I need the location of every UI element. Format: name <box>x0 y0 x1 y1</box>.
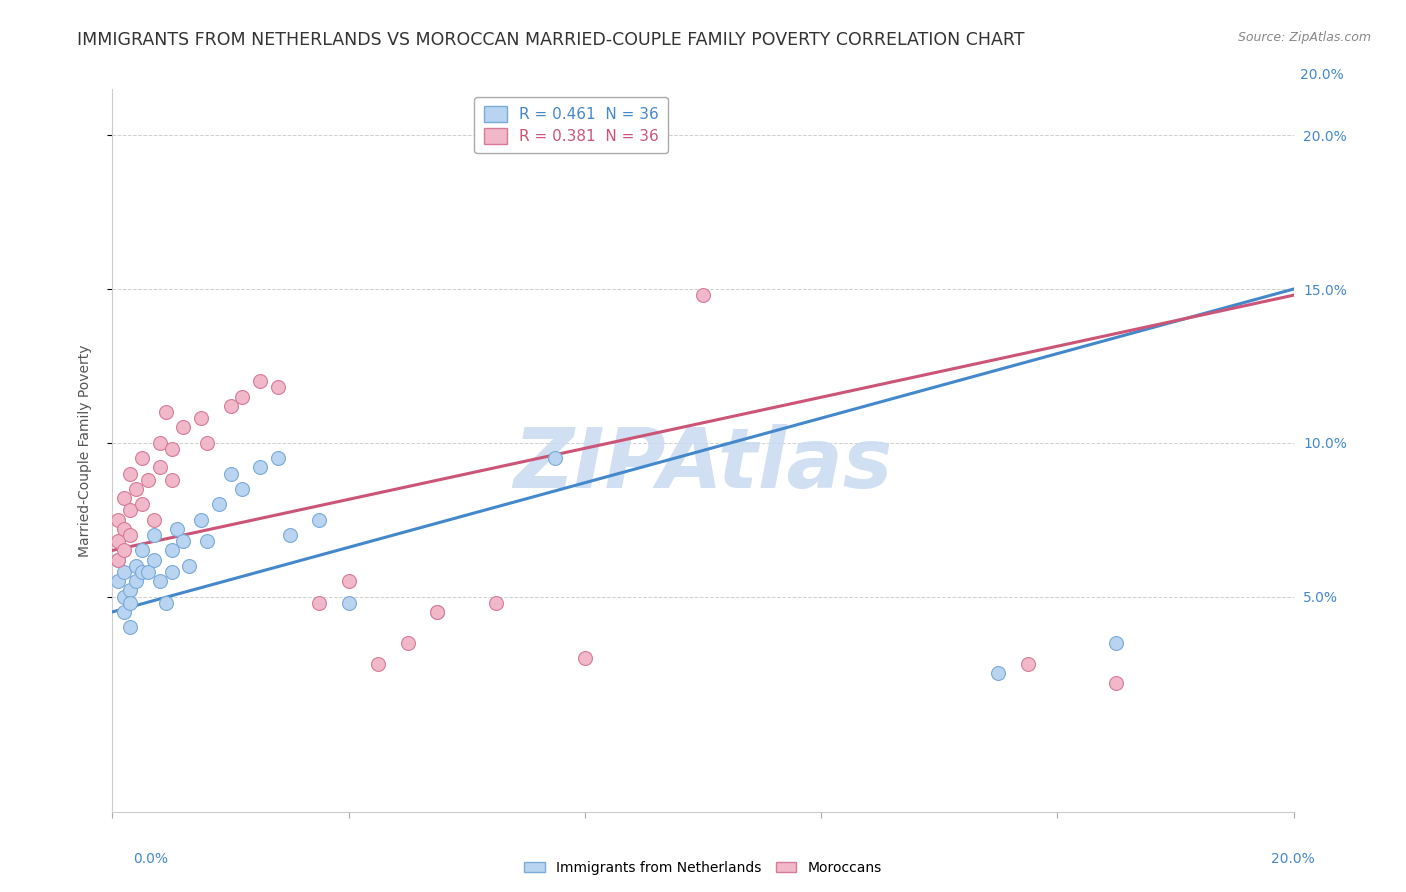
Point <box>544 451 567 466</box>
Point <box>219 467 242 481</box>
Point <box>231 390 253 404</box>
Point <box>267 380 290 394</box>
Point <box>160 543 183 558</box>
Point <box>155 405 177 419</box>
Point <box>267 451 290 466</box>
Point <box>195 435 218 450</box>
Point <box>179 558 201 573</box>
Point <box>231 482 253 496</box>
Point <box>149 460 172 475</box>
Point <box>120 528 142 542</box>
Point <box>190 411 212 425</box>
Point <box>160 565 183 579</box>
Point <box>160 442 183 456</box>
Point <box>987 666 1010 681</box>
Point <box>112 590 135 604</box>
Point <box>190 513 212 527</box>
Point <box>208 497 231 511</box>
Text: Source: ZipAtlas.com: Source: ZipAtlas.com <box>1237 31 1371 45</box>
Point <box>112 605 135 619</box>
Point <box>131 543 153 558</box>
Point <box>142 528 165 542</box>
Point <box>249 374 271 388</box>
Point <box>120 596 142 610</box>
Point <box>367 657 389 672</box>
Point <box>155 596 177 610</box>
Point <box>149 435 172 450</box>
Text: 20.0%: 20.0% <box>1271 852 1315 866</box>
Legend: R = 0.461  N = 36, R = 0.381  N = 36: R = 0.461 N = 36, R = 0.381 N = 36 <box>474 97 668 153</box>
Point <box>107 574 129 588</box>
Point <box>142 552 165 566</box>
Point <box>337 574 360 588</box>
Y-axis label: Married-Couple Family Poverty: Married-Couple Family Poverty <box>77 344 91 557</box>
Point <box>120 503 142 517</box>
Point <box>136 565 159 579</box>
Text: 20.0%: 20.0% <box>1301 69 1344 82</box>
Legend: Immigrants from Netherlands, Moroccans: Immigrants from Netherlands, Moroccans <box>519 855 887 880</box>
Point <box>426 605 449 619</box>
Point <box>107 552 129 566</box>
Point <box>396 635 419 649</box>
Point <box>125 482 148 496</box>
Point <box>426 605 449 619</box>
Point <box>131 565 153 579</box>
Point <box>337 596 360 610</box>
Point <box>692 288 714 302</box>
Point <box>136 473 159 487</box>
Point <box>172 420 194 434</box>
Point <box>120 583 142 598</box>
Point <box>249 460 271 475</box>
Point <box>125 574 148 588</box>
Text: 0.0%: 0.0% <box>134 852 169 866</box>
Point <box>1105 635 1128 649</box>
Point <box>172 534 194 549</box>
Point <box>125 558 148 573</box>
Point <box>107 513 129 527</box>
Point <box>574 651 596 665</box>
Point <box>308 596 330 610</box>
Point <box>107 552 129 566</box>
Point <box>131 497 153 511</box>
Point <box>120 620 142 634</box>
Point <box>219 399 242 413</box>
Point <box>112 565 135 579</box>
Text: IMMIGRANTS FROM NETHERLANDS VS MOROCCAN MARRIED-COUPLE FAMILY POVERTY CORRELATIO: IMMIGRANTS FROM NETHERLANDS VS MOROCCAN … <box>77 31 1025 49</box>
Point <box>1017 657 1039 672</box>
Text: ZIPAtlas: ZIPAtlas <box>513 425 893 506</box>
Point <box>142 513 165 527</box>
Point <box>112 491 135 505</box>
Point <box>120 467 142 481</box>
Point <box>149 574 172 588</box>
Point <box>112 543 135 558</box>
Point <box>1105 675 1128 690</box>
Point <box>107 534 129 549</box>
Point <box>112 522 135 536</box>
Point <box>131 451 153 466</box>
Point <box>160 473 183 487</box>
Point <box>485 596 508 610</box>
Point <box>308 513 330 527</box>
Point <box>195 534 218 549</box>
Point <box>166 522 188 536</box>
Point <box>278 528 301 542</box>
